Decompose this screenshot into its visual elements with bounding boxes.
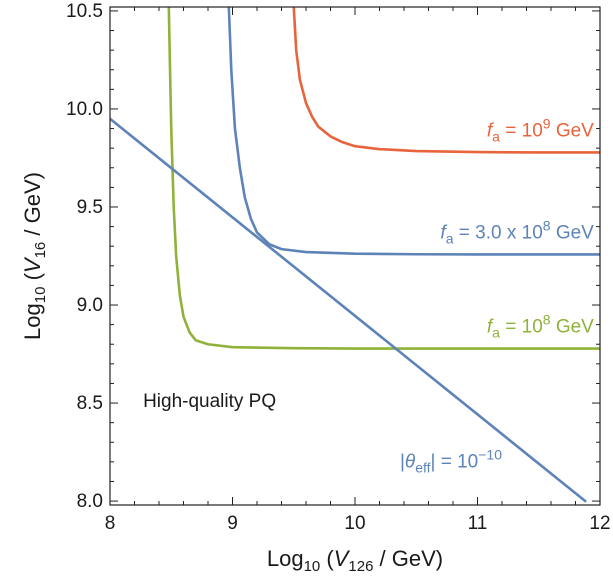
series-line-2 <box>167 7 600 350</box>
annotation-theta: |θeff| = 10−10 <box>400 447 502 476</box>
ticks-layer <box>109 7 601 505</box>
annotation-hq: High-quality PQ <box>143 391 276 412</box>
plot-frame <box>109 6 601 506</box>
series-line-0 <box>292 7 600 154</box>
x-tick-label: 11 <box>468 513 488 534</box>
series-line-3 <box>110 117 587 503</box>
y-tick-label: 10.0 <box>66 99 103 120</box>
x-axis-label: Log10 (V126 / GeV) <box>267 546 443 575</box>
annotation-fa8: fa = 108 GeV <box>487 311 594 340</box>
x-tick-label: 9 <box>227 513 238 534</box>
y-tick-label: 9.0 <box>77 295 103 316</box>
x-tick-label: 10 <box>344 513 365 534</box>
annotation-fa9: fa = 109 GeV <box>487 115 594 144</box>
y-tick-label: 10.5 <box>66 1 103 22</box>
y-tick-label: 9.5 <box>77 197 103 218</box>
series-layer <box>110 7 600 503</box>
annotations-layer: fa = 109 GeV fa = 3.0 x 108 GeV fa = 108 G… <box>143 115 594 475</box>
annotation-fa3: fa = 3.0 x 108 GeV <box>440 217 594 246</box>
x-tick-label: 8 <box>105 513 116 534</box>
y-tick-label: 8.5 <box>77 393 103 414</box>
y-axis-label: Log10 (V16 / GeV) <box>20 172 49 340</box>
tick-labels-layer: 8 9 10 11 12 8.0 8.5 9.0 9.5 10.0 10.5 <box>66 1 611 534</box>
series-line-1 <box>227 7 600 256</box>
y-tick-label: 8.0 <box>77 491 103 512</box>
x-tick-label: 12 <box>589 513 610 534</box>
